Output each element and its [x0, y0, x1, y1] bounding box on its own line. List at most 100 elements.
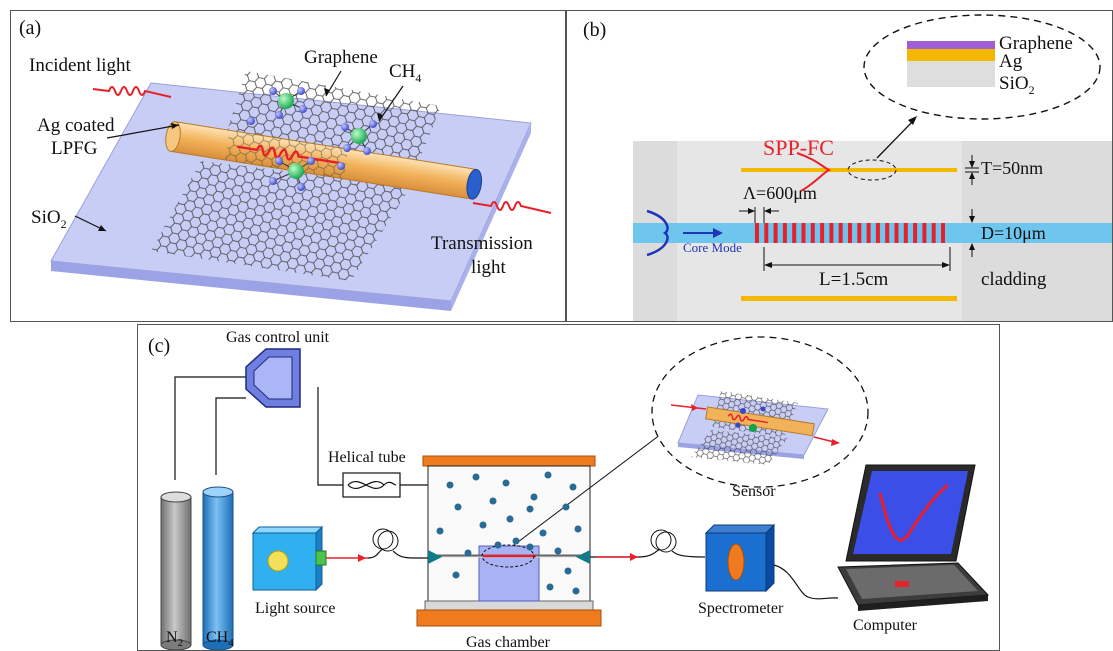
gas-particle	[489, 497, 497, 505]
grating-stripe	[848, 223, 852, 243]
grating-stripe	[857, 223, 862, 243]
gas-particle	[464, 549, 472, 557]
ch4-molecule-1	[269, 87, 307, 119]
inset-ag-layer	[907, 49, 995, 61]
diameter-label: D=10μm	[981, 223, 1046, 243]
gas-particle	[574, 525, 582, 533]
sensor-inset-fiber	[705, 406, 815, 437]
grating-stripe	[829, 223, 834, 243]
gas-particle	[544, 471, 552, 479]
grating-stripe	[801, 223, 806, 243]
panel-a: (a) Incident light Graphene CH4 Ag coate…	[10, 10, 566, 322]
grating-stripe	[866, 223, 871, 243]
spp-fc-curve	[796, 152, 832, 192]
gas-particle	[572, 587, 580, 595]
inset-graphene-label: Graphene	[999, 33, 1073, 54]
ch4-molecule-3	[269, 157, 315, 191]
gas-particle	[569, 483, 577, 491]
grating-stripe	[894, 223, 899, 243]
light-source-label: Light source	[255, 600, 336, 617]
chamber-bottom-plate	[416, 609, 602, 627]
gas-particle	[564, 567, 572, 575]
thickness-label: T=50nm	[981, 158, 1044, 178]
core-mode-profile	[646, 209, 669, 257]
grating-stripe	[764, 223, 769, 243]
ag-layer-top	[741, 168, 957, 172]
n2-gas-line	[174, 376, 246, 480]
grating-stripe	[755, 223, 759, 243]
gas-particle	[539, 529, 547, 537]
core-mode-label: Core Mode	[683, 240, 742, 255]
gas-chamber-label: Gas chamber	[466, 634, 550, 651]
grating-stripe	[792, 223, 797, 243]
grating-stripe	[903, 223, 908, 243]
spectrometer-box	[704, 523, 776, 593]
sensor-zoom-ellipse	[481, 544, 535, 568]
gas-particle	[512, 537, 520, 545]
ag-coated-label: Ag coated	[37, 115, 115, 136]
ag-layer-bottom	[741, 296, 957, 301]
grating-stripe	[820, 223, 825, 243]
grating-stripe	[773, 223, 778, 243]
incident-light-label: Incident light	[29, 55, 131, 76]
control-to-chamber-line	[317, 387, 343, 486]
gas-particle	[526, 505, 534, 513]
inset-sio2-layer	[907, 61, 995, 87]
gas-particle	[562, 503, 570, 511]
computer-label: Computer	[853, 617, 917, 634]
panel-b: (b) Graphene Ag SiO2 SPP-FC T=50nm Λ=600…	[566, 10, 1113, 322]
gas-particle	[472, 473, 480, 481]
grating-stripe	[810, 223, 815, 243]
grating-stripe	[941, 223, 945, 243]
gas-particle	[502, 479, 510, 487]
ch4-cylinder-label: CH4	[206, 629, 234, 650]
sensor-label: Sensor	[732, 483, 776, 500]
ag-coated-fiber	[165, 121, 483, 200]
gas-particle	[452, 571, 460, 579]
panel-a-tag: (a)	[19, 17, 42, 39]
grating-stripe	[875, 223, 880, 243]
sensor-holder	[478, 545, 540, 602]
light-source-box	[251, 525, 327, 592]
zoom-arrow	[876, 118, 916, 159]
gas-particle	[494, 541, 502, 549]
panel-c-tag: (c)	[148, 335, 171, 357]
computer-laptop	[837, 464, 990, 611]
grating-stripe	[885, 223, 890, 243]
panel-b-tag: (b)	[583, 19, 607, 41]
panel-c: (c) Gas control unit Helical tube Sensor…	[137, 324, 1000, 651]
ch4-label: CH4	[389, 61, 422, 85]
gas-particle	[526, 543, 534, 551]
ch4-molecule-2	[341, 120, 377, 155]
inset-ag-label: Ag	[999, 51, 1023, 72]
ch4-cylinder	[202, 486, 234, 650]
n2-cylinder	[160, 491, 192, 650]
gas-particle	[479, 521, 487, 529]
helical-tube-label: Helical tube	[328, 449, 406, 466]
graphene-sheet-lower	[151, 161, 411, 281]
panel-a-graphic	[50, 70, 552, 311]
transmission-light-label: light	[471, 257, 506, 278]
gas-particle	[436, 527, 444, 535]
sio2-substrate-side	[451, 123, 531, 311]
fiber-core	[633, 223, 1112, 243]
grating-stripe	[838, 223, 843, 243]
gas-particle	[454, 503, 462, 511]
chamber-bottom-stage	[424, 600, 594, 611]
gas-particles	[436, 471, 582, 595]
pointer-ag-coated	[106, 124, 180, 139]
period-label: Λ=600μm	[743, 183, 817, 203]
gas-particle	[554, 547, 562, 555]
layer-zoom-ellipse	[847, 159, 897, 181]
gas-particle	[546, 583, 554, 591]
spectrometer-label: Spectrometer	[698, 600, 784, 617]
cladding-label: cladding	[981, 269, 1047, 290]
gas-control-label: Gas control unit	[226, 329, 330, 346]
sio2-substrate-front	[51, 261, 451, 311]
spectrometer-cable	[773, 564, 839, 600]
lpfg-label: LPFG	[51, 138, 98, 159]
inset-sio2-label: SiO2	[999, 73, 1035, 97]
lpfg-grating	[755, 223, 945, 243]
grating-stripe	[782, 223, 787, 243]
spp-fc-label: SPP-FC	[763, 135, 834, 160]
